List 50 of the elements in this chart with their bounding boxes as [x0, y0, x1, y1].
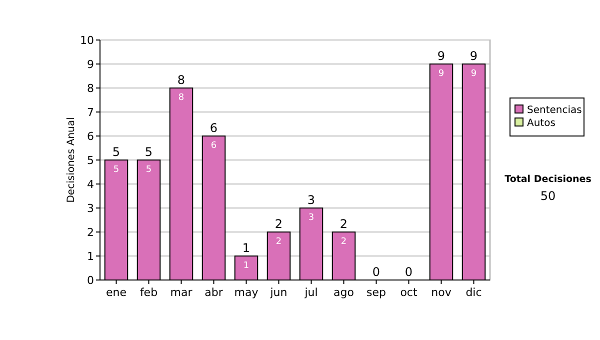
x-tick-label: ene: [106, 286, 127, 299]
data-label: 9: [438, 69, 444, 79]
x-tick-label: ago: [334, 286, 354, 299]
data-label: 5: [113, 165, 120, 175]
x-tick-label: nov: [431, 286, 452, 299]
x-tick-label: sep: [366, 286, 386, 299]
y-tick-label: 9: [87, 58, 94, 71]
data-label: 2: [340, 237, 347, 247]
total-label: 1: [242, 241, 250, 255]
x-tick-label: oct: [400, 286, 418, 299]
x-tick-label: jul: [304, 286, 318, 299]
y-tick-label: 6: [87, 130, 94, 143]
total-label: 0: [372, 265, 380, 279]
text: 50: [540, 189, 556, 203]
y-tick-label: 7: [87, 106, 94, 119]
y-tick-label: 5: [87, 154, 94, 167]
data-label: 2: [276, 237, 282, 247]
y-tick-label: 1: [87, 250, 94, 263]
data-label: 5: [146, 165, 152, 175]
text: Total Decisiones: [504, 174, 592, 185]
data-label: 3: [308, 213, 314, 223]
x-tick-label: abr: [204, 286, 224, 299]
total-label: 5: [144, 145, 153, 159]
data-label: 1: [243, 261, 250, 271]
total-label: 3: [307, 193, 316, 207]
total-label: 8: [177, 73, 186, 87]
total-label: 9: [437, 49, 446, 63]
x-tick-label: mar: [170, 286, 193, 299]
y-tick-label: 8: [87, 82, 94, 95]
total-label: 9: [470, 49, 478, 63]
y-axis-title: Decisiones Anual: [66, 117, 77, 203]
total-label: 2: [340, 217, 348, 231]
x-tick-label: dic: [466, 286, 482, 299]
y-tick-label: 3: [87, 202, 94, 215]
legend-label: Autos: [527, 118, 556, 129]
data-label: 9: [470, 69, 477, 79]
y-tick-label: 0: [87, 274, 94, 287]
total-label: 5: [112, 145, 120, 159]
data-label: 8: [178, 93, 184, 103]
total-label: 6: [210, 121, 218, 135]
data-label: 6: [210, 141, 217, 151]
x-tick-label: feb: [140, 286, 158, 299]
x-tick-label: may: [234, 286, 259, 299]
x-tick-label: jun: [269, 286, 288, 299]
total-label: 0: [404, 265, 413, 279]
total-label: 2: [274, 217, 283, 231]
y-tick-label: 2: [87, 226, 94, 239]
y-tick-label: 4: [87, 178, 94, 191]
y-tick-label: 10: [80, 34, 94, 47]
legend-label: Sentencias: [527, 105, 582, 116]
